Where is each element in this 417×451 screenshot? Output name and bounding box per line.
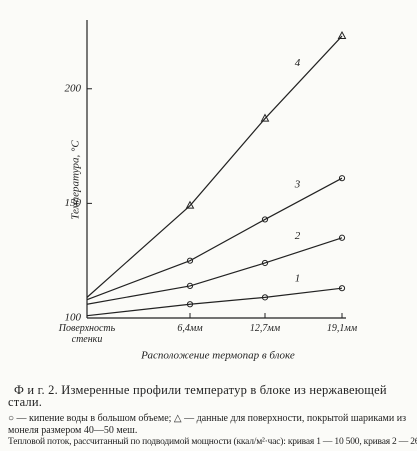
marker (338, 234, 346, 241)
caption-title: Ф и г. 2. Измеренные профили температур … (8, 383, 387, 409)
series-label: 1 (295, 272, 301, 284)
y-tick-label: 150 (65, 197, 82, 209)
caption-legend: ○ — кипение воды в большом объеме; △ — д… (8, 413, 407, 436)
marker (261, 294, 269, 301)
chart: Температура, °С Расположение термопар в … (65, 20, 347, 362)
marker (185, 200, 195, 209)
marker (186, 257, 194, 264)
x-tick-label: 19,1мм (326, 323, 358, 334)
marker (261, 259, 269, 267)
x-axis-title: Расположение термопар в блоке (140, 350, 295, 362)
series-label: 4 (295, 57, 301, 69)
series-label: 2 (295, 230, 301, 242)
series-label: 3 (294, 178, 301, 190)
marker (261, 216, 269, 223)
marker (338, 285, 346, 292)
y-tick-label: 100 (65, 312, 82, 324)
series-line (86, 287, 343, 317)
marker (260, 113, 270, 122)
marker (186, 301, 194, 308)
x-tick-label: 12,7мм (249, 323, 281, 334)
marker (337, 30, 347, 40)
caption-heat-flux: Тепловой поток, рассчитанный по подводим… (8, 437, 417, 447)
marker (186, 282, 194, 290)
y-axis-title: Температура, °С (70, 140, 82, 220)
x-tick-label: Поверхность стенки (58, 323, 116, 345)
series-line (86, 237, 343, 305)
y-tick-label: 200 (65, 82, 82, 94)
x-tick-label: 6,4мм (177, 323, 203, 334)
marker (338, 175, 346, 182)
series-line (86, 177, 343, 301)
series-line (86, 35, 343, 298)
